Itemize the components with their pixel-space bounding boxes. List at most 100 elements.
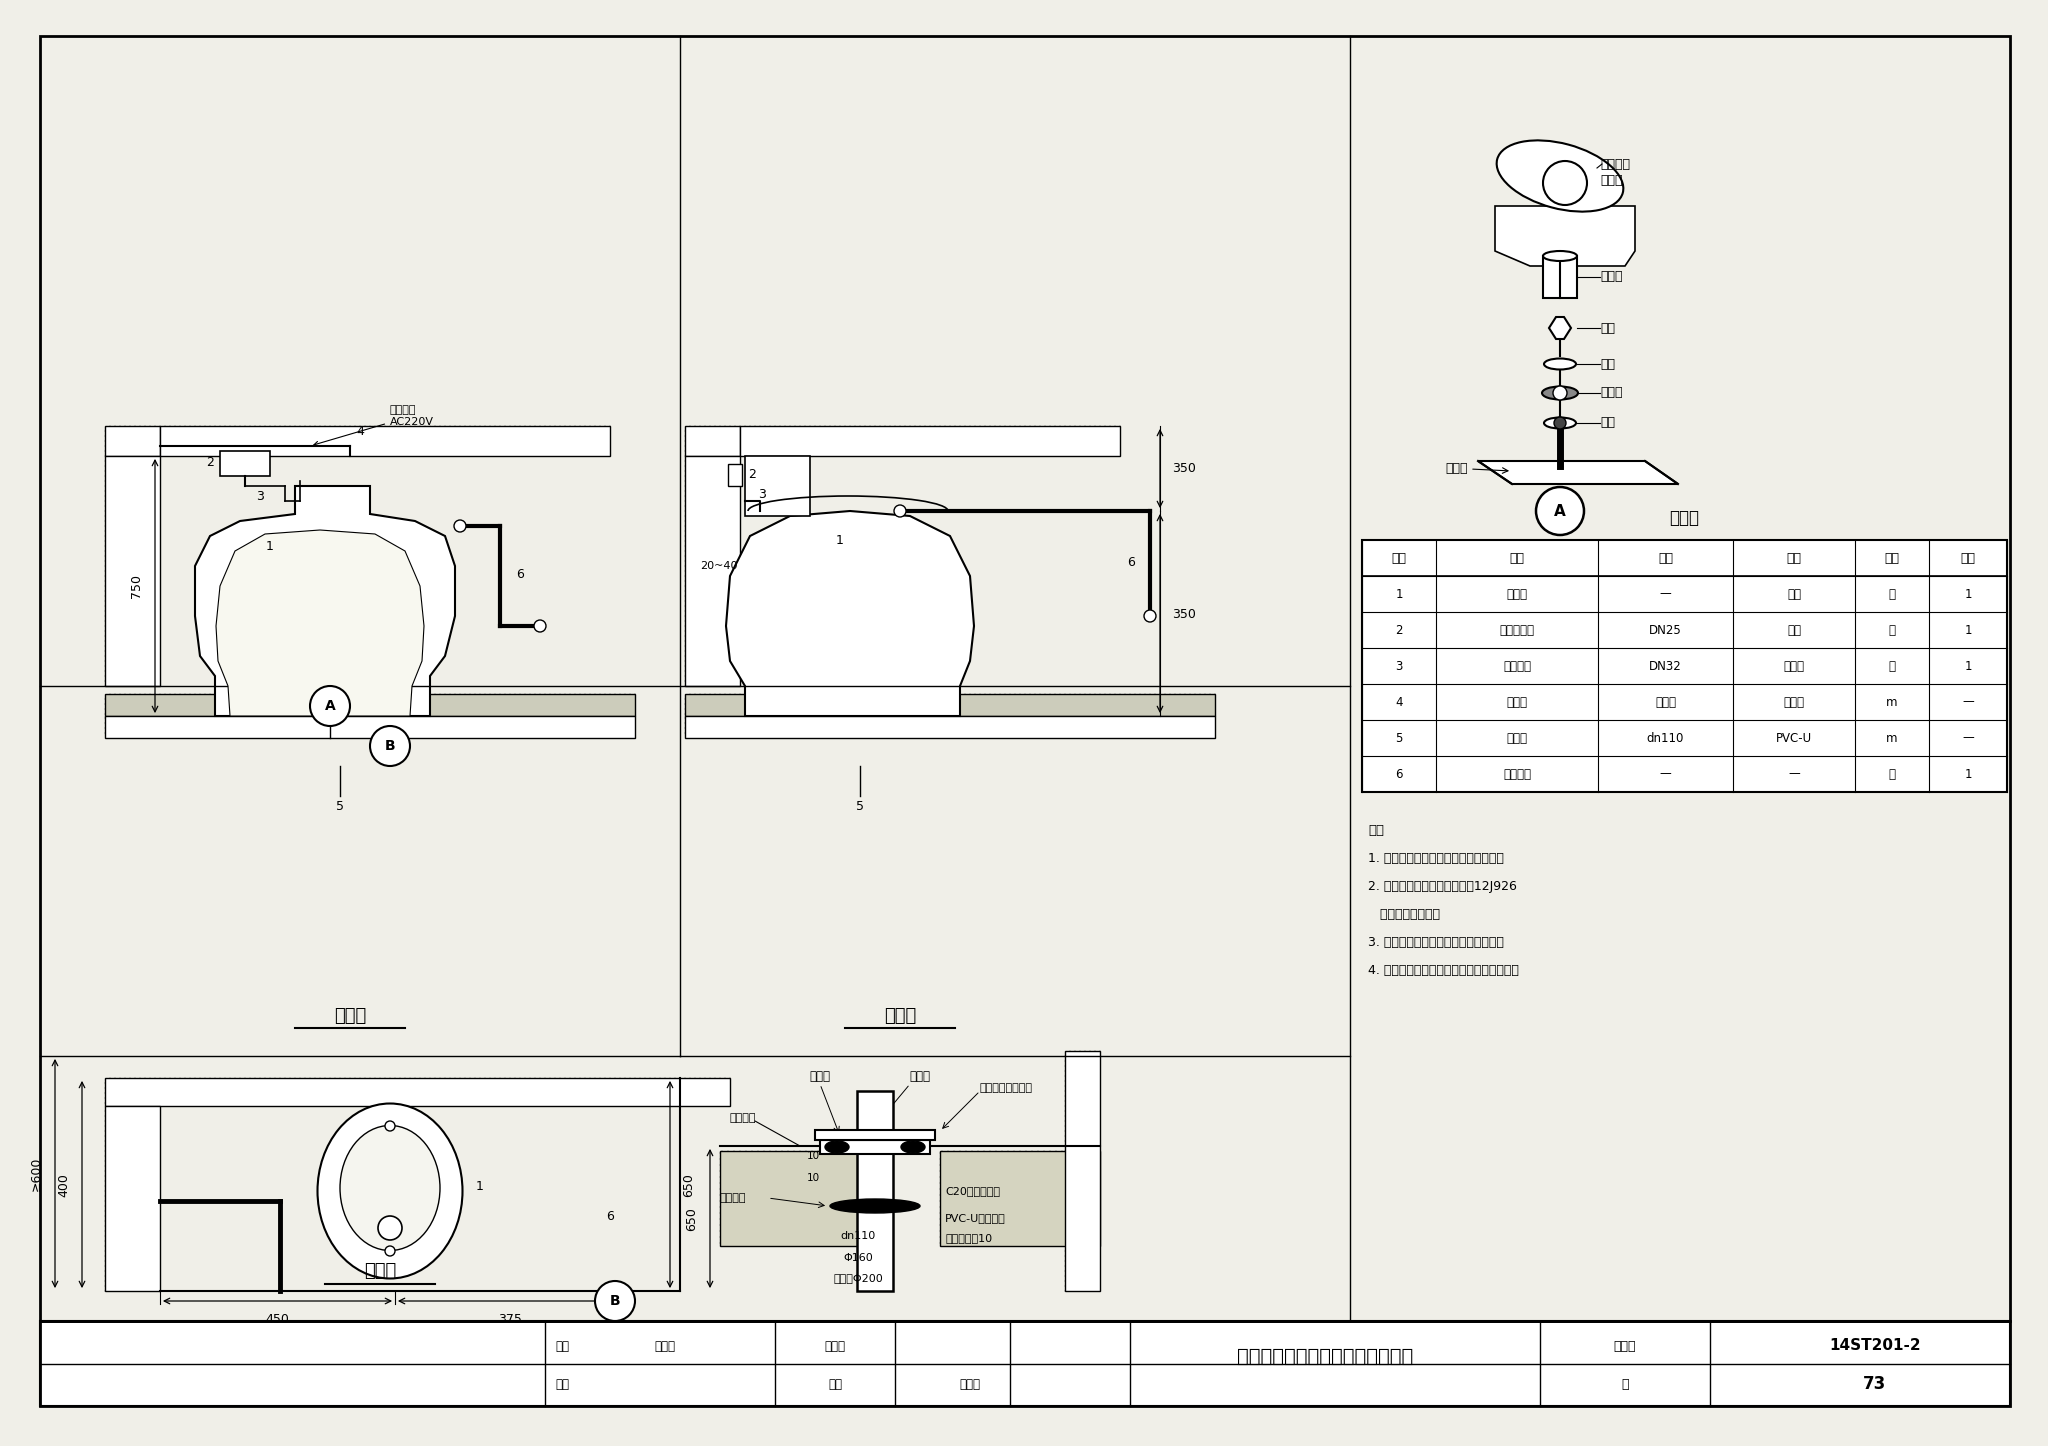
Text: —: —	[1659, 768, 1671, 781]
Bar	[684, 716, 1214, 737]
Bar	[1065, 1051, 1100, 1291]
Text: 规格: 规格	[1659, 551, 1673, 564]
Polygon shape	[215, 531, 424, 716]
Text: 3: 3	[1395, 659, 1403, 672]
Text: 5: 5	[1395, 732, 1403, 745]
Text: B: B	[610, 1294, 621, 1309]
Bar	[684, 694, 1214, 716]
Text: 73: 73	[1864, 1375, 1886, 1392]
Text: —: —	[1788, 768, 1800, 781]
Circle shape	[1542, 161, 1587, 205]
Text: —: —	[1962, 732, 1974, 745]
Text: 14ST201-2: 14ST201-2	[1829, 1339, 1921, 1353]
Bar	[41, 1322, 2009, 1406]
Text: 1: 1	[1964, 587, 1972, 600]
Text: m: m	[1886, 732, 1898, 745]
Text: DN32: DN32	[1649, 659, 1681, 672]
Text: 1. 冷水管明装或暗装形式由设计确定。: 1. 冷水管明装或暗装形式由设计确定。	[1368, 852, 1503, 865]
Text: 个: 个	[1888, 768, 1896, 781]
Text: 2: 2	[207, 457, 213, 470]
Text: 立面图: 立面图	[334, 1006, 367, 1025]
Circle shape	[379, 1216, 401, 1241]
Bar	[856, 1090, 893, 1291]
Text: 页: 页	[1622, 1378, 1628, 1391]
Text: 密封圈: 密封圈	[1599, 175, 1622, 188]
Text: A: A	[326, 698, 336, 713]
Text: 杨树偉: 杨树偉	[825, 1339, 846, 1352]
Text: A: A	[1554, 503, 1567, 519]
Circle shape	[385, 1121, 395, 1131]
Ellipse shape	[1542, 386, 1579, 399]
Text: 管内穿线
AC220V: 管内穿线 AC220V	[313, 405, 434, 445]
Ellipse shape	[340, 1125, 440, 1251]
Bar	[104, 1079, 729, 1106]
Text: 1: 1	[1964, 659, 1972, 672]
Text: 陶瓷: 陶瓷	[1788, 587, 1800, 600]
Text: 750: 750	[129, 574, 143, 599]
Text: 6: 6	[516, 567, 524, 580]
Text: 郭俊丽: 郭俊丽	[655, 1339, 676, 1352]
Bar	[41, 36, 2009, 1322]
Text: C20细石混凝土: C20细石混凝土	[944, 1186, 999, 1196]
Text: 按设计: 按设计	[1655, 696, 1675, 709]
Ellipse shape	[829, 1199, 920, 1213]
Bar	[104, 694, 635, 716]
Text: 编号: 编号	[1391, 551, 1407, 564]
Text: 6: 6	[606, 1209, 614, 1222]
Polygon shape	[1495, 205, 1634, 266]
Text: m: m	[1886, 696, 1898, 709]
Bar	[739, 427, 1120, 455]
Text: 2: 2	[748, 469, 756, 482]
Text: 平面图: 平面图	[365, 1262, 395, 1280]
Ellipse shape	[317, 1103, 463, 1278]
Text: 按设计: 按设计	[1784, 696, 1804, 709]
Text: 注：: 注：	[1368, 824, 1384, 837]
Text: 排水管: 排水管	[1507, 732, 1528, 745]
Text: 375: 375	[498, 1313, 522, 1326]
Ellipse shape	[1497, 140, 1624, 211]
Bar	[819, 1139, 930, 1154]
Bar	[104, 716, 635, 737]
Text: 冷水管: 冷水管	[1507, 696, 1528, 709]
Text: 配套: 配套	[1788, 623, 1800, 636]
Text: 6: 6	[1126, 557, 1135, 570]
Bar	[727, 464, 741, 486]
Text: 4. 交流电源和漏电保护等由电气专业设计。: 4. 交流电源和漏电保护等由电气专业设计。	[1368, 964, 1520, 977]
Text: 4: 4	[356, 425, 365, 438]
Text: 材料表: 材料表	[1669, 509, 1700, 526]
Text: 审核: 审核	[555, 1339, 569, 1352]
Text: 密封圈: 密封圈	[809, 1070, 831, 1083]
Text: 3: 3	[256, 490, 264, 503]
Text: 650: 650	[684, 1207, 698, 1231]
Text: 个: 个	[1888, 659, 1896, 672]
Text: PVC-U: PVC-U	[1776, 732, 1812, 745]
Text: 2. 扶手做法见土建专业标准图12J926: 2. 扶手做法见土建专业标准图12J926	[1368, 881, 1518, 894]
Text: 坐便器底: 坐便器底	[1599, 158, 1630, 171]
Bar	[104, 427, 160, 455]
Bar	[1362, 539, 2007, 792]
Text: 铜镀铬: 铜镀铬	[1784, 659, 1804, 672]
Text: 450: 450	[264, 1313, 289, 1326]
Bar	[815, 1129, 936, 1139]
Text: dn110: dn110	[840, 1231, 877, 1241]
Text: B: B	[385, 739, 395, 753]
Text: 名称: 名称	[1509, 551, 1524, 564]
Ellipse shape	[1544, 418, 1577, 428]
Text: 橡胶垫: 橡胶垫	[1599, 386, 1622, 399]
Polygon shape	[195, 486, 455, 716]
Text: 止水翼环: 止水翼环	[721, 1193, 748, 1203]
Text: 图集号: 图集号	[1614, 1339, 1636, 1352]
Text: 10: 10	[807, 1151, 819, 1161]
Text: 5: 5	[336, 800, 344, 813]
Text: 《无障碍设计》。: 《无障碍设计》。	[1368, 908, 1440, 921]
Bar	[1542, 256, 1577, 298]
Text: 3: 3	[758, 487, 766, 500]
Text: 校对: 校对	[555, 1378, 569, 1391]
Text: 装饰罩: 装饰罩	[1599, 270, 1622, 283]
Ellipse shape	[1542, 252, 1577, 260]
Text: 1: 1	[266, 539, 274, 552]
Bar	[684, 427, 739, 455]
Text: 5: 5	[856, 800, 864, 813]
Circle shape	[596, 1281, 635, 1322]
Text: 4: 4	[1395, 696, 1403, 709]
